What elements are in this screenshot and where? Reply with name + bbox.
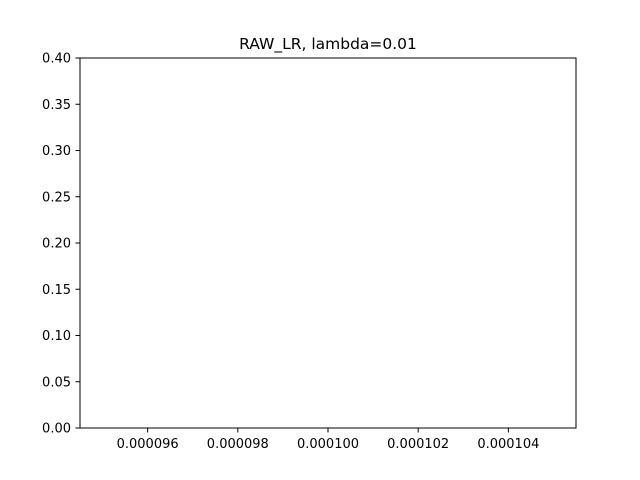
chart-title: RAW_LR, lambda=0.01: [239, 35, 417, 54]
x-tick-label: 0.000104: [477, 437, 539, 452]
x-tick-label: 0.000098: [207, 437, 269, 452]
y-tick-label: 0.30: [42, 144, 71, 159]
y-tick-label: 0.05: [42, 375, 71, 390]
y-tick-label: 0.15: [42, 283, 71, 298]
y-tick-label: 0.35: [42, 98, 71, 113]
plot-area-frame: [79, 57, 577, 429]
y-tick-label: 0.40: [42, 52, 71, 67]
y-axis: 0.00 0.05 0.10 0.15 0.20 0.25 0.30 0.35 0.40: [42, 52, 80, 437]
y-tick-label: 0.00: [42, 422, 71, 437]
x-tick-label: 0.000096: [117, 437, 179, 452]
x-tick-label: 0.000100: [297, 437, 359, 452]
y-tick-label: 0.25: [42, 190, 71, 205]
y-tick-label: 0.20: [42, 237, 71, 252]
x-tick-label: 0.000102: [387, 437, 449, 452]
x-axis: 0.000096 0.000098 0.000100 0.000102 0.000104: [117, 428, 539, 452]
y-tick-label: 0.10: [42, 329, 71, 344]
